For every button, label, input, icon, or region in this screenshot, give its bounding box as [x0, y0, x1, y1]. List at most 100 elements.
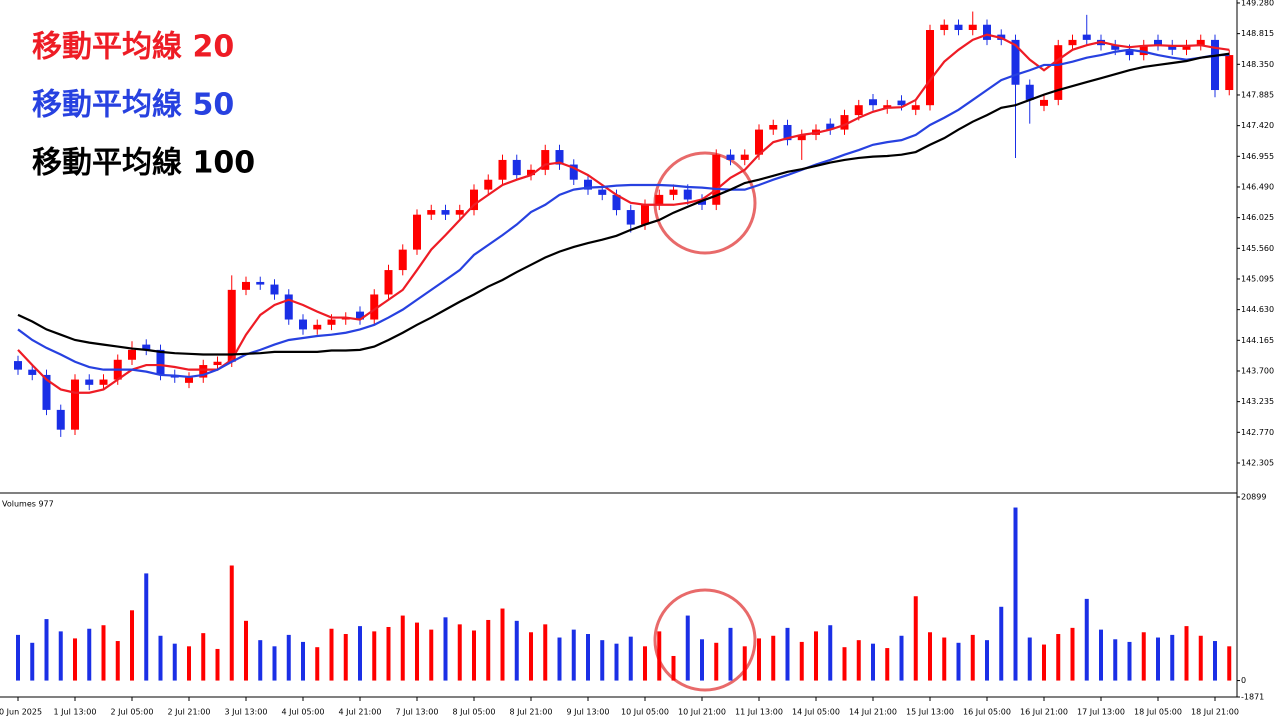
candle-body [56, 409, 65, 430]
volume-bar [158, 635, 163, 681]
candle-body [71, 379, 79, 430]
candle-body [1196, 39, 1205, 46]
legend-entry: 移動平均線 50 [32, 88, 234, 123]
candle-body [85, 379, 94, 385]
volume-bar [30, 642, 35, 681]
x-tick-label: 4 Jul 05:00 [282, 708, 325, 717]
candle-body [983, 24, 991, 40]
candle-body [142, 344, 151, 350]
candle-body [712, 154, 721, 205]
volume-bar [1113, 639, 1118, 681]
x-tick-label: 2 Jul 05:00 [111, 708, 154, 717]
y-tick-label: 146.025 [1241, 213, 1274, 222]
y-tick-label: 146.490 [1241, 182, 1274, 191]
candle-body [626, 210, 635, 225]
candle-body [484, 179, 493, 190]
candle-body [99, 379, 108, 385]
candle-body [1211, 39, 1219, 91]
candle-body [512, 159, 521, 176]
y-tick-label: 143.700 [1241, 366, 1274, 375]
volume-bar [600, 640, 605, 681]
volume-bar [714, 642, 719, 681]
volume-bar [1184, 626, 1189, 681]
volume-bar [657, 631, 662, 681]
volume-bar [1198, 635, 1203, 681]
volume-bar [970, 634, 975, 681]
candle-body [1139, 45, 1148, 56]
x-tick-label: 16 Jul 05:00 [963, 708, 1011, 717]
candle-body [797, 134, 806, 141]
candle-body [28, 369, 37, 375]
volume-bar [329, 628, 334, 681]
candle-body [128, 349, 136, 360]
candle-body [1011, 39, 1020, 85]
candle-body [1125, 49, 1134, 56]
candle-body [1111, 45, 1120, 50]
volume-bar [899, 635, 904, 681]
candle-body [569, 164, 578, 180]
volume-bar [1213, 641, 1217, 681]
x-tick-label: 15 Jul 13:00 [906, 708, 954, 717]
volume-bar [258, 640, 263, 681]
volume-bar [1084, 598, 1089, 681]
x-tick-label: 10 Jul 05:00 [621, 708, 669, 717]
volume-bar [628, 636, 633, 681]
y-tick-label: 144.630 [1241, 305, 1274, 314]
volume-bar [244, 620, 248, 681]
x-tick-label: 11 Jul 13:00 [735, 708, 783, 717]
candle-body [227, 289, 236, 362]
volume-bar [1170, 634, 1175, 681]
volume-bar [58, 631, 63, 681]
volume-bar [728, 627, 733, 681]
y-tick-label: 0 [1241, 676, 1246, 685]
volume-bar [1127, 641, 1132, 681]
legend-entry: 移動平均線 100 [32, 146, 255, 181]
candle-body [726, 154, 735, 160]
candle-body [783, 124, 792, 141]
candle-body [555, 150, 564, 165]
volume-bar [415, 622, 419, 681]
candle-body [498, 159, 507, 180]
candle-body [541, 150, 550, 170]
volume-bar [514, 620, 519, 681]
candle-body [413, 214, 421, 250]
y-tick-label: 143.235 [1241, 397, 1274, 406]
volume-bar [814, 631, 818, 681]
volume-bar [1027, 637, 1032, 681]
volume-bar [742, 646, 747, 681]
x-tick-label: 8 Jul 21:00 [510, 708, 553, 717]
x-tick-label: 4 Jul 21:00 [339, 708, 382, 717]
candle-body [455, 210, 464, 215]
candle-body [954, 24, 963, 31]
volume-bar [543, 624, 548, 681]
candle-body [356, 311, 364, 320]
volume-bar [842, 647, 847, 681]
candle-body [313, 324, 322, 330]
volume-bar [315, 647, 320, 681]
x-tick-label: 14 Jul 05:00 [792, 708, 840, 717]
candle-body [185, 377, 193, 383]
volume-bar [73, 638, 77, 681]
candle-body [1068, 39, 1077, 46]
volume-bar [16, 634, 20, 681]
volume-bar [130, 610, 134, 681]
highlight-circle [653, 151, 757, 255]
candle-body [584, 179, 592, 190]
volume-bar [1013, 507, 1018, 681]
ma-line [17, 48, 1230, 379]
volume-bar [956, 642, 961, 681]
candle-body [284, 294, 293, 320]
candle-body [655, 194, 664, 205]
volume-bar [785, 627, 790, 681]
volume-bar [172, 643, 177, 681]
candle-body [869, 99, 877, 106]
volume-bar [1070, 627, 1075, 681]
x-tick-label: 18 Jul 21:00 [1191, 708, 1239, 717]
volume-bar [1042, 644, 1046, 681]
y-tick-label: 145.560 [1241, 244, 1274, 253]
candle-body [968, 24, 977, 31]
y-tick-label: 147.420 [1241, 121, 1274, 130]
candle-body [299, 319, 307, 330]
